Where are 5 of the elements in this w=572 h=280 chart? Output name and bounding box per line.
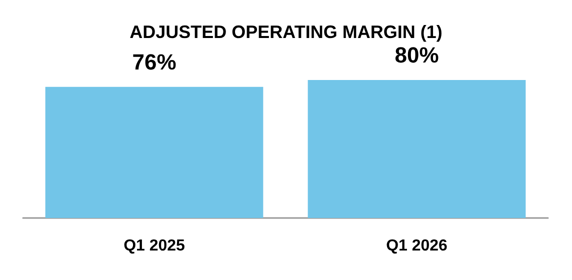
- chart-title: ADJUSTED OPERATING MARGIN (1): [130, 22, 442, 42]
- x-tick-label: Q1 2026: [386, 238, 448, 254]
- x-tick-label: Q1 2025: [124, 238, 186, 254]
- data-label: 80%: [394, 42, 439, 68]
- data-label: 76%: [132, 49, 176, 74]
